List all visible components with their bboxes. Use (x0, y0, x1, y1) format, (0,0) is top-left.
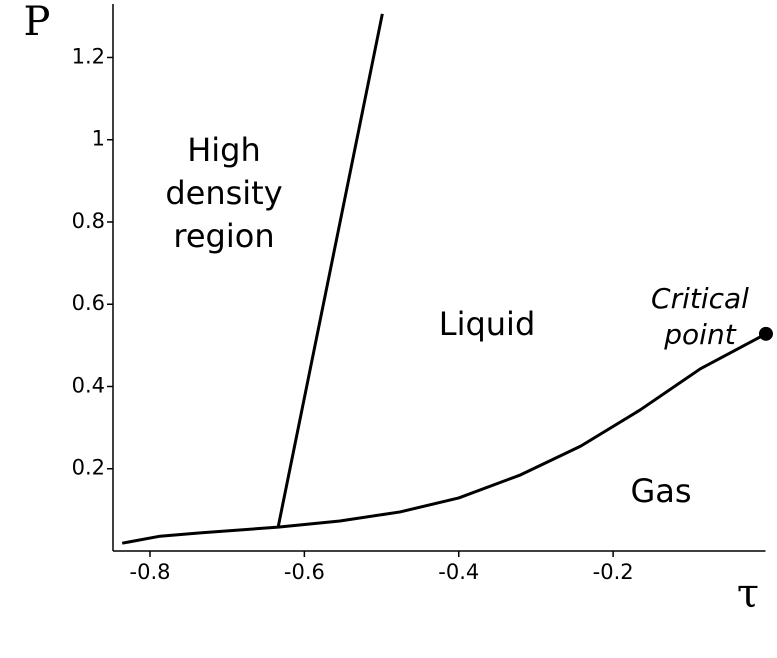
region-label: High (187, 131, 261, 169)
x-axis-label: τ (737, 571, 759, 617)
phase-boundary (276, 13, 384, 528)
y-tick-label: 0.8 (72, 209, 105, 233)
region-label: Gas (630, 472, 691, 510)
phase-boundary (121, 332, 767, 545)
region-label: Liquid (439, 305, 536, 343)
x-tick-label: -0.4 (438, 560, 479, 584)
region-label: point (663, 318, 736, 351)
y-tick-label: 1 (92, 127, 105, 151)
region-label: density (165, 174, 282, 212)
y-tick-label: 0.4 (72, 373, 105, 397)
y-tick-label: 0.6 (72, 291, 105, 315)
x-tick-label: -0.2 (593, 560, 634, 584)
region-label: region (173, 217, 274, 255)
y-tick-label: 0.2 (72, 456, 105, 480)
y-axis-label: P (24, 0, 51, 45)
x-tick-label: -0.6 (284, 560, 325, 584)
x-tick-label: -0.8 (130, 560, 171, 584)
region-label: Critical (651, 282, 749, 315)
critical-point (758, 326, 773, 341)
y-tick-label: 1.2 (72, 44, 105, 68)
